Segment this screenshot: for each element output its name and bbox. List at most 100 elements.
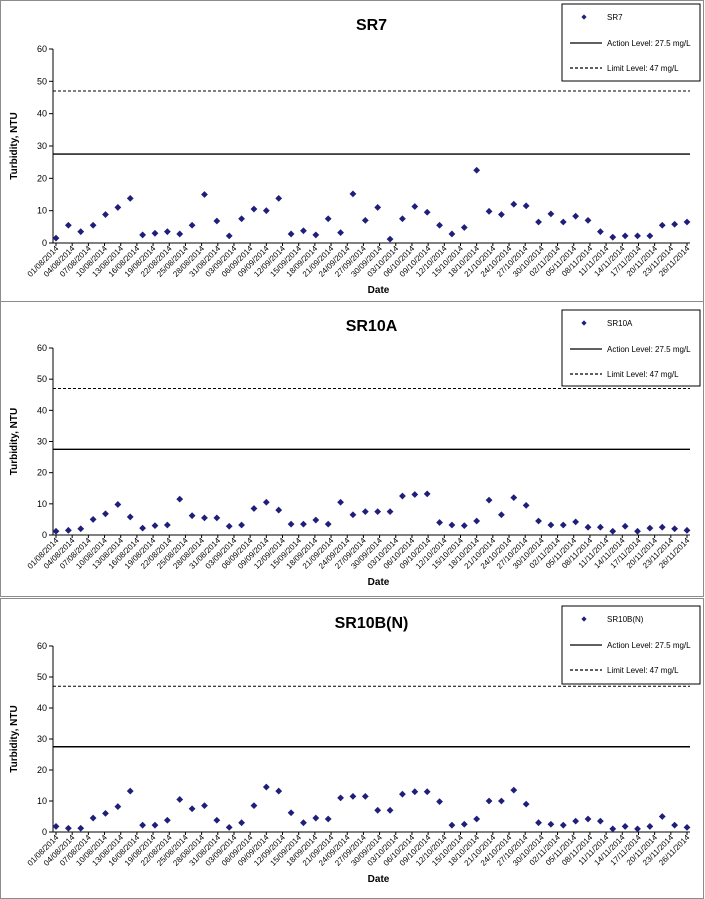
data-point: [683, 218, 691, 226]
data-point: [448, 521, 456, 529]
data-point: [337, 794, 344, 802]
data-point: [473, 517, 481, 525]
data-point: [213, 217, 221, 225]
data-point: [114, 501, 122, 508]
legend-marker: [581, 14, 587, 20]
data-point: [275, 506, 283, 514]
y-axis-label: Turbidity, NTU: [9, 112, 20, 179]
data-point: [213, 514, 221, 522]
data-point: [139, 524, 147, 532]
data-point: [485, 207, 493, 215]
data-point: [151, 229, 159, 237]
data-point: [300, 520, 307, 528]
data-point: [535, 517, 542, 525]
data-point: [89, 516, 97, 523]
y-axis-label: Turbidity, NTU: [9, 705, 20, 772]
data-point: [485, 797, 493, 805]
data-point: [658, 221, 666, 229]
data-point: [163, 816, 171, 824]
data-point: [250, 505, 258, 512]
data-point: [584, 523, 592, 531]
y-tick-label: 60: [37, 343, 47, 353]
data-point: [126, 513, 134, 521]
data-point: [522, 202, 530, 210]
data-point: [473, 166, 481, 174]
data-point: [201, 802, 208, 810]
data-point: [634, 825, 641, 833]
data-point: [176, 230, 184, 238]
data-point: [584, 216, 592, 224]
data-point: [460, 820, 468, 828]
data-point: [448, 230, 456, 238]
data-point: [510, 786, 518, 794]
y-tick-label: 60: [37, 641, 47, 651]
data-point: [300, 819, 307, 827]
data-point: [621, 232, 629, 240]
data-point: [176, 796, 184, 803]
data-point: [498, 511, 505, 519]
x-axis-label: Date: [368, 577, 390, 588]
data-point: [324, 520, 332, 528]
chart-panel-sr10b: SR10B(N) 0 10 20 30 40 50 60 Turbidity, NTU 01/08…: [0, 598, 704, 899]
data-point: [225, 823, 233, 831]
y-tick-label: 40: [37, 109, 47, 119]
legend-label-limit: Limit Level: 47 mg/L: [607, 666, 679, 675]
data-point: [287, 520, 295, 528]
data-point: [399, 215, 406, 223]
y-tick-label: 0: [42, 827, 47, 837]
data-point: [436, 798, 443, 806]
data-point: [423, 208, 431, 216]
data-point: [386, 806, 394, 814]
data-point: [460, 224, 468, 231]
data-point: [510, 200, 518, 208]
y-tick-label: 0: [42, 530, 47, 540]
data-point: [374, 508, 382, 516]
y-tick-label: 40: [37, 703, 47, 713]
data-point: [102, 211, 109, 218]
legend-label-action: Action Level: 27.5 mg/L: [607, 345, 691, 354]
data-point: [262, 783, 270, 791]
data-point: [522, 501, 530, 509]
data-point: [411, 788, 419, 796]
data-point: [287, 230, 295, 238]
data-point: [646, 232, 654, 240]
data-point: [250, 205, 258, 213]
data-point: [448, 821, 456, 829]
chart-title: SR10B(N): [335, 615, 409, 632]
data-point: [498, 211, 505, 218]
legend-label-series: SR10B(N): [607, 615, 644, 624]
data-point: [609, 233, 617, 241]
y-tick-label: 10: [37, 796, 47, 806]
data-point: [337, 498, 344, 506]
legend-label-limit: Limit Level: 47 mg/L: [607, 64, 679, 73]
data-point: [671, 220, 679, 228]
legend-label-limit: Limit Level: 47 mg/L: [607, 370, 679, 379]
data-point: [300, 227, 307, 235]
data-point: [609, 825, 617, 833]
chart-title: SR7: [356, 17, 387, 34]
data-point: [201, 514, 208, 522]
data-point: [423, 490, 431, 498]
data-point: [114, 204, 122, 211]
data-point: [374, 204, 382, 211]
data-point: [621, 823, 629, 830]
data-point: [188, 221, 196, 229]
data-point: [510, 494, 518, 501]
data-point: [151, 821, 159, 829]
data-point: [683, 823, 691, 831]
data-point: [176, 495, 184, 503]
data-point: [64, 824, 72, 832]
data-point: [361, 792, 369, 800]
data-point: [139, 231, 147, 239]
legend-marker: [581, 320, 587, 326]
data-point: [374, 806, 382, 814]
y-tick-label: 10: [37, 206, 47, 216]
y-tick-label: 60: [37, 44, 47, 54]
data-point: [188, 805, 196, 813]
x-axis-label: Date: [368, 874, 390, 885]
data-point: [559, 521, 567, 529]
y-tick-label: 30: [37, 437, 47, 447]
data-point: [275, 787, 283, 795]
